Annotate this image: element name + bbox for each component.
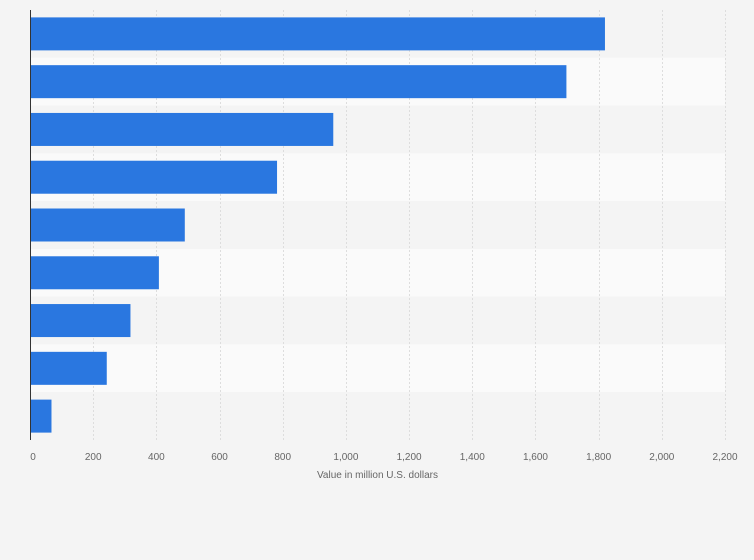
- x-tick-label: 1,400: [460, 452, 485, 463]
- x-tick-label: 1,600: [523, 452, 548, 463]
- x-tick-label: 2,000: [649, 452, 674, 463]
- x-tick-label: 800: [274, 452, 291, 463]
- bar[interactable]: [30, 256, 159, 290]
- x-tick-label: 200: [85, 452, 102, 463]
- x-tick-label: 1,200: [397, 452, 422, 463]
- bars: [30, 17, 605, 433]
- row-band: [30, 296, 725, 345]
- x-tick-label: 0: [30, 452, 36, 463]
- bar[interactable]: [30, 351, 107, 385]
- bar[interactable]: [30, 399, 52, 433]
- bar[interactable]: [30, 112, 334, 146]
- x-tick-label: 1,000: [333, 452, 358, 463]
- bar[interactable]: [30, 65, 567, 99]
- x-tick-label: 400: [148, 452, 165, 463]
- bar[interactable]: [30, 304, 131, 338]
- bar[interactable]: [30, 17, 605, 51]
- row-band: [30, 392, 725, 440]
- bar[interactable]: [30, 208, 185, 242]
- x-tick-labels: 0 200 400 600 800 1,000 1,200 1,400 1,600 1,800 2,…: [30, 452, 738, 463]
- row-band: [30, 344, 725, 393]
- x-tick-label: 1,800: [586, 452, 611, 463]
- x-tick-label: 600: [211, 452, 228, 463]
- x-axis-title: Value in million U.S. dollars: [317, 470, 438, 481]
- x-tick-label: 2,200: [712, 452, 737, 463]
- bar[interactable]: [30, 160, 278, 194]
